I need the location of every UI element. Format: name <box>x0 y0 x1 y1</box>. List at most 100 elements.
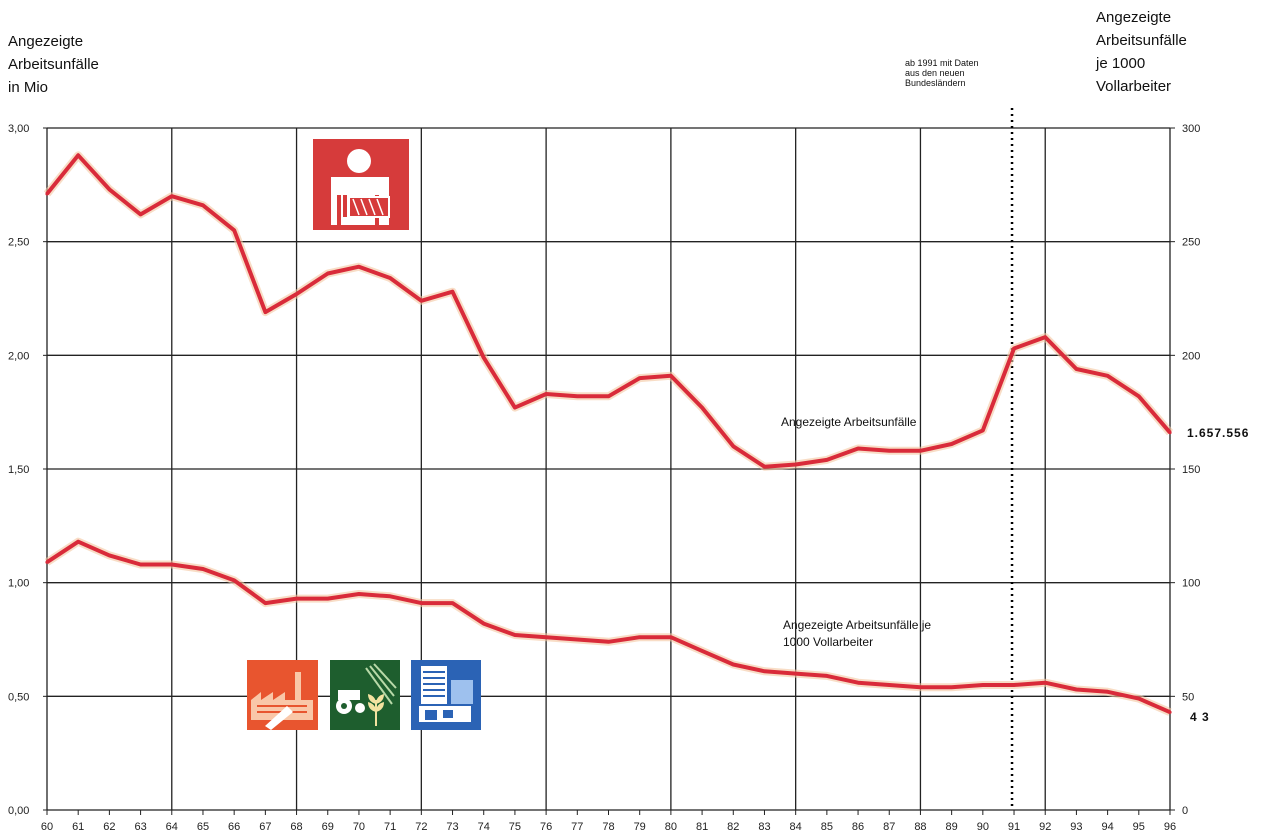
y-right-tick-label: 250 <box>1182 237 1200 249</box>
series-2-point <box>887 683 891 687</box>
agriculture-icon <box>330 660 400 730</box>
x-tick-label: 89 <box>946 821 958 833</box>
series-1-point <box>1168 431 1172 435</box>
series-2-point <box>357 592 361 596</box>
x-tick-label: 65 <box>197 821 209 833</box>
series-1-point <box>263 310 267 314</box>
series-2-point <box>1137 697 1141 701</box>
series-1-point <box>388 276 392 280</box>
series-2-point <box>294 596 299 601</box>
x-tick-label: 60 <box>41 821 53 833</box>
series-2-point <box>232 578 236 582</box>
x-tick-label: 82 <box>727 821 739 833</box>
x-tick-label: 64 <box>166 821 178 833</box>
x-tick-label: 91 <box>1008 821 1020 833</box>
series-1-point <box>887 449 891 453</box>
series-2-point <box>450 601 455 605</box>
annotation-1991: ab 1991 mit Daten aus den neuen Bundeslä… <box>905 58 979 88</box>
y-left-tick-label: 1,00 <box>8 578 29 590</box>
series-1-point <box>762 465 767 469</box>
series-2-point <box>263 601 267 605</box>
series-2-point <box>76 540 80 544</box>
series-1-point <box>856 446 860 451</box>
public-service-icon <box>411 660 481 730</box>
x-tick-label: 81 <box>696 821 708 833</box>
x-tick-label: 74 <box>478 821 490 833</box>
series-2-point <box>201 567 205 571</box>
series-1-point <box>1012 346 1016 351</box>
x-tick-label: 77 <box>571 821 583 833</box>
x-tick-label: 87 <box>883 821 895 833</box>
x-tick-label: 62 <box>103 821 115 833</box>
x-tick-label: 61 <box>72 821 84 833</box>
x-tick-label: 67 <box>259 821 271 833</box>
series-1-point <box>419 299 423 303</box>
series-1-point <box>606 394 611 398</box>
series-2-point <box>107 553 111 557</box>
x-tick-label: 70 <box>353 821 365 833</box>
series-2-point <box>138 562 143 567</box>
series-2-point <box>669 635 673 639</box>
x-tick-label: 75 <box>509 821 521 833</box>
y-right-tick-label: 200 <box>1182 350 1200 362</box>
x-tick-label: 66 <box>228 821 240 833</box>
series-2-point <box>981 683 985 687</box>
series-1-point <box>45 192 49 196</box>
series-2-point <box>856 681 860 685</box>
series-1-point <box>731 444 735 448</box>
series-1-point <box>482 356 486 360</box>
y-left-tick-label: 2,50 <box>8 237 29 249</box>
series-2-point <box>388 594 392 598</box>
x-tick-label: 95 <box>1133 821 1145 833</box>
series-2-point <box>1043 681 1047 685</box>
series-1-point <box>638 376 642 380</box>
axis-ticks: 0,00 0 0,50 50 1,00 100 1,50 150 2,00 200 2,50 250 3… <box>8 123 1200 833</box>
series-1-point <box>357 265 361 269</box>
x-tick-label: 96 <box>1164 821 1176 833</box>
series-1-point <box>201 203 205 207</box>
x-tick-label: 69 <box>322 821 334 833</box>
x-tick-label: 72 <box>415 821 427 833</box>
series-label-accidents: Angezeigte Arbeitsunfälle <box>781 415 917 429</box>
series-2-point <box>513 633 517 637</box>
series-2-point <box>482 621 486 626</box>
series-1-glow <box>43 151 1174 471</box>
series-1-point <box>170 194 174 198</box>
series-1-point <box>1106 374 1110 378</box>
x-tick-label: 86 <box>852 821 864 833</box>
series-1-point <box>544 392 548 396</box>
x-tick-label: 63 <box>134 821 146 833</box>
y-left-tick-label: 0,00 <box>8 805 29 817</box>
series-2-point <box>606 640 611 644</box>
series-1-line <box>45 153 1172 469</box>
series-1-point <box>700 406 704 410</box>
series-2-point <box>170 562 174 567</box>
y-right-tick-label: 100 <box>1182 578 1200 590</box>
x-tick-label: 88 <box>914 821 926 833</box>
y-right-tick-label: 150 <box>1182 464 1200 476</box>
series-2-point <box>544 635 548 639</box>
series-1-point <box>918 449 923 453</box>
series-1-point <box>232 228 236 232</box>
x-tick-label: 79 <box>634 821 646 833</box>
series-2-point <box>825 674 829 678</box>
series-2-point <box>1106 690 1110 694</box>
series-2-point <box>638 635 642 639</box>
y-left-tick-label: 2,00 <box>8 350 29 362</box>
series-2-point <box>419 601 423 605</box>
end-value-per-1000: 4 3 <box>1190 710 1210 724</box>
left-axis-title: Angezeigte Arbeitsunfälle in Mio <box>8 33 99 96</box>
series-1-point <box>794 462 798 467</box>
series-1-point <box>575 394 579 398</box>
x-tick-label: 92 <box>1039 821 1051 833</box>
y-right-tick-label: 300 <box>1182 123 1200 135</box>
series-label-accidents-per-1000: Angezeigte Arbeitsunfälle je 1000 Vollar… <box>783 618 932 649</box>
y-right-tick-label: 0 <box>1182 805 1188 817</box>
series-1-point <box>669 374 673 378</box>
y-left-tick-label: 0,50 <box>8 691 29 703</box>
series-1-point <box>76 153 80 157</box>
x-tick-label: 93 <box>1070 821 1082 833</box>
injured-worker-icon <box>313 139 409 230</box>
x-tick-label: 76 <box>540 821 552 833</box>
